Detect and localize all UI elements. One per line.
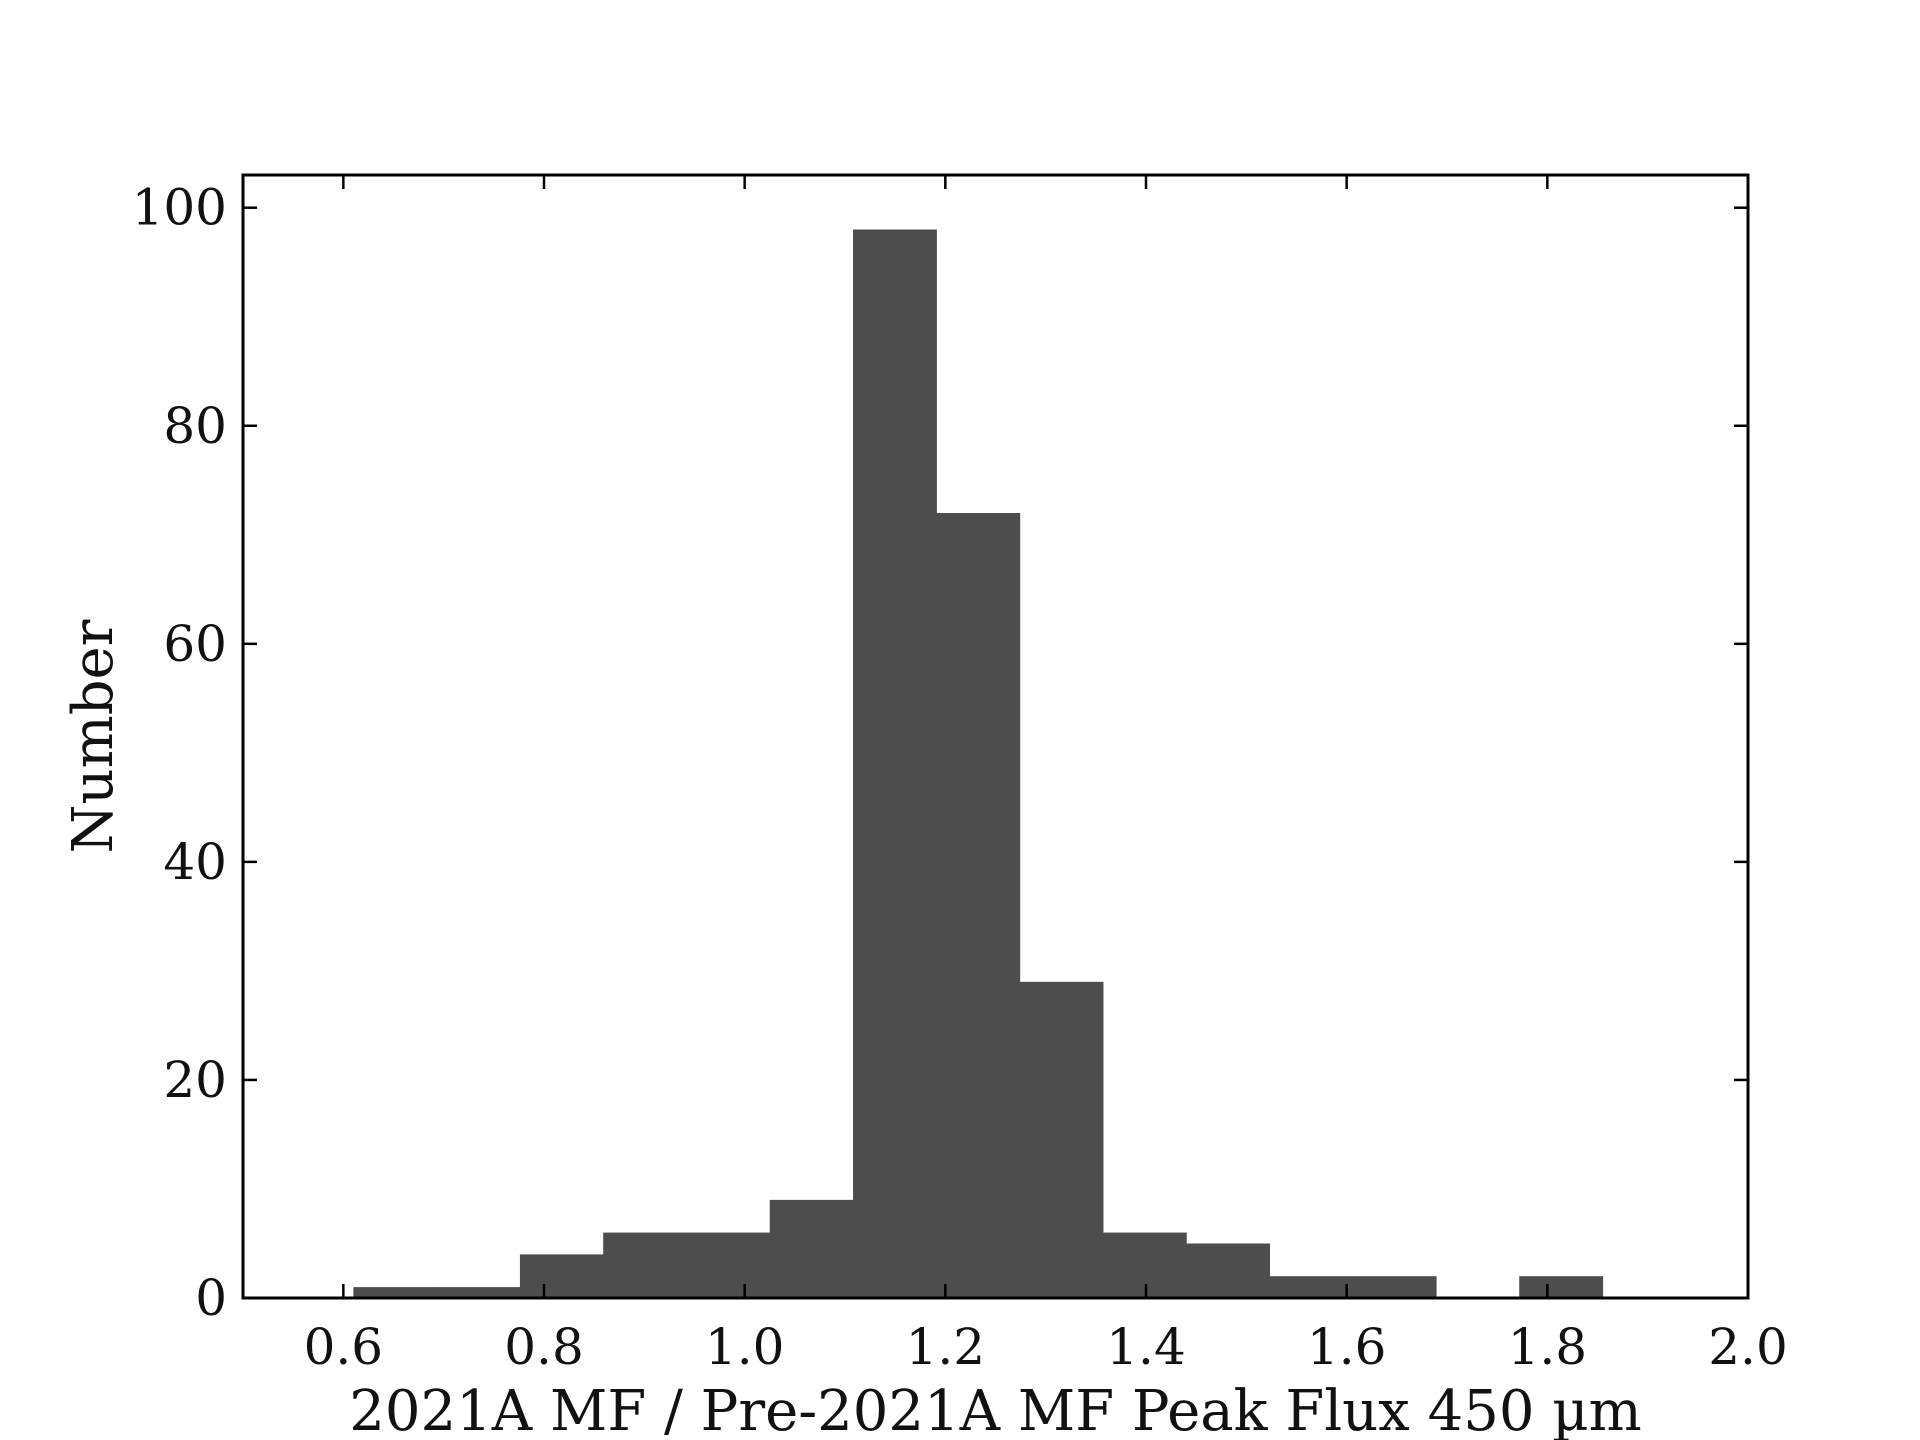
x-axis-label: 2021A MF / Pre-2021A MF Peak Flux 450 µm — [349, 1379, 1642, 1440]
histogram-bar — [769, 1199, 854, 1298]
histogram-bar — [1519, 1276, 1604, 1298]
histogram-bar — [853, 229, 937, 1299]
histogram-bar — [1019, 981, 1104, 1298]
histogram-bar — [436, 1287, 521, 1298]
x-tick-label: 0.6 — [304, 1318, 384, 1376]
histogram-bar — [519, 1254, 604, 1298]
y-tick-label: 100 — [132, 179, 227, 237]
histogram-bar — [603, 1232, 688, 1298]
y-tick-label: 40 — [163, 833, 227, 891]
axis-ticks — [243, 175, 1750, 1300]
histogram-bar — [936, 512, 1021, 1298]
histogram-bar — [353, 1287, 438, 1298]
y-axis-label: Number — [61, 619, 126, 853]
x-tick-label: 1.4 — [1106, 1318, 1186, 1376]
y-tick-label: 80 — [163, 397, 227, 455]
x-tick-label: 2.0 — [1708, 1318, 1788, 1376]
x-tick-label: 1.2 — [906, 1318, 986, 1376]
histogram-bar — [1186, 1243, 1271, 1298]
x-tick-label: 1.0 — [705, 1318, 785, 1376]
x-tick-label: 1.8 — [1508, 1318, 1588, 1376]
y-tick-labels: 0 20 40 60 80 100 — [132, 179, 227, 1327]
histogram-bars — [353, 229, 1604, 1299]
histogram-bar — [1352, 1276, 1437, 1298]
y-tick-label: 60 — [163, 615, 227, 673]
histogram-bar — [686, 1232, 771, 1298]
histogram-bar — [1269, 1276, 1354, 1298]
plot-frame — [241, 173, 1750, 1300]
x-tick-labels: 0.6 0.8 1.0 1.2 1.4 1.6 1.8 2.0 — [304, 1318, 1788, 1376]
y-tick-label: 20 — [163, 1051, 227, 1109]
x-tick-label: 1.6 — [1307, 1318, 1387, 1376]
y-tick-label: 0 — [195, 1269, 227, 1327]
x-tick-label: 0.8 — [504, 1318, 584, 1376]
